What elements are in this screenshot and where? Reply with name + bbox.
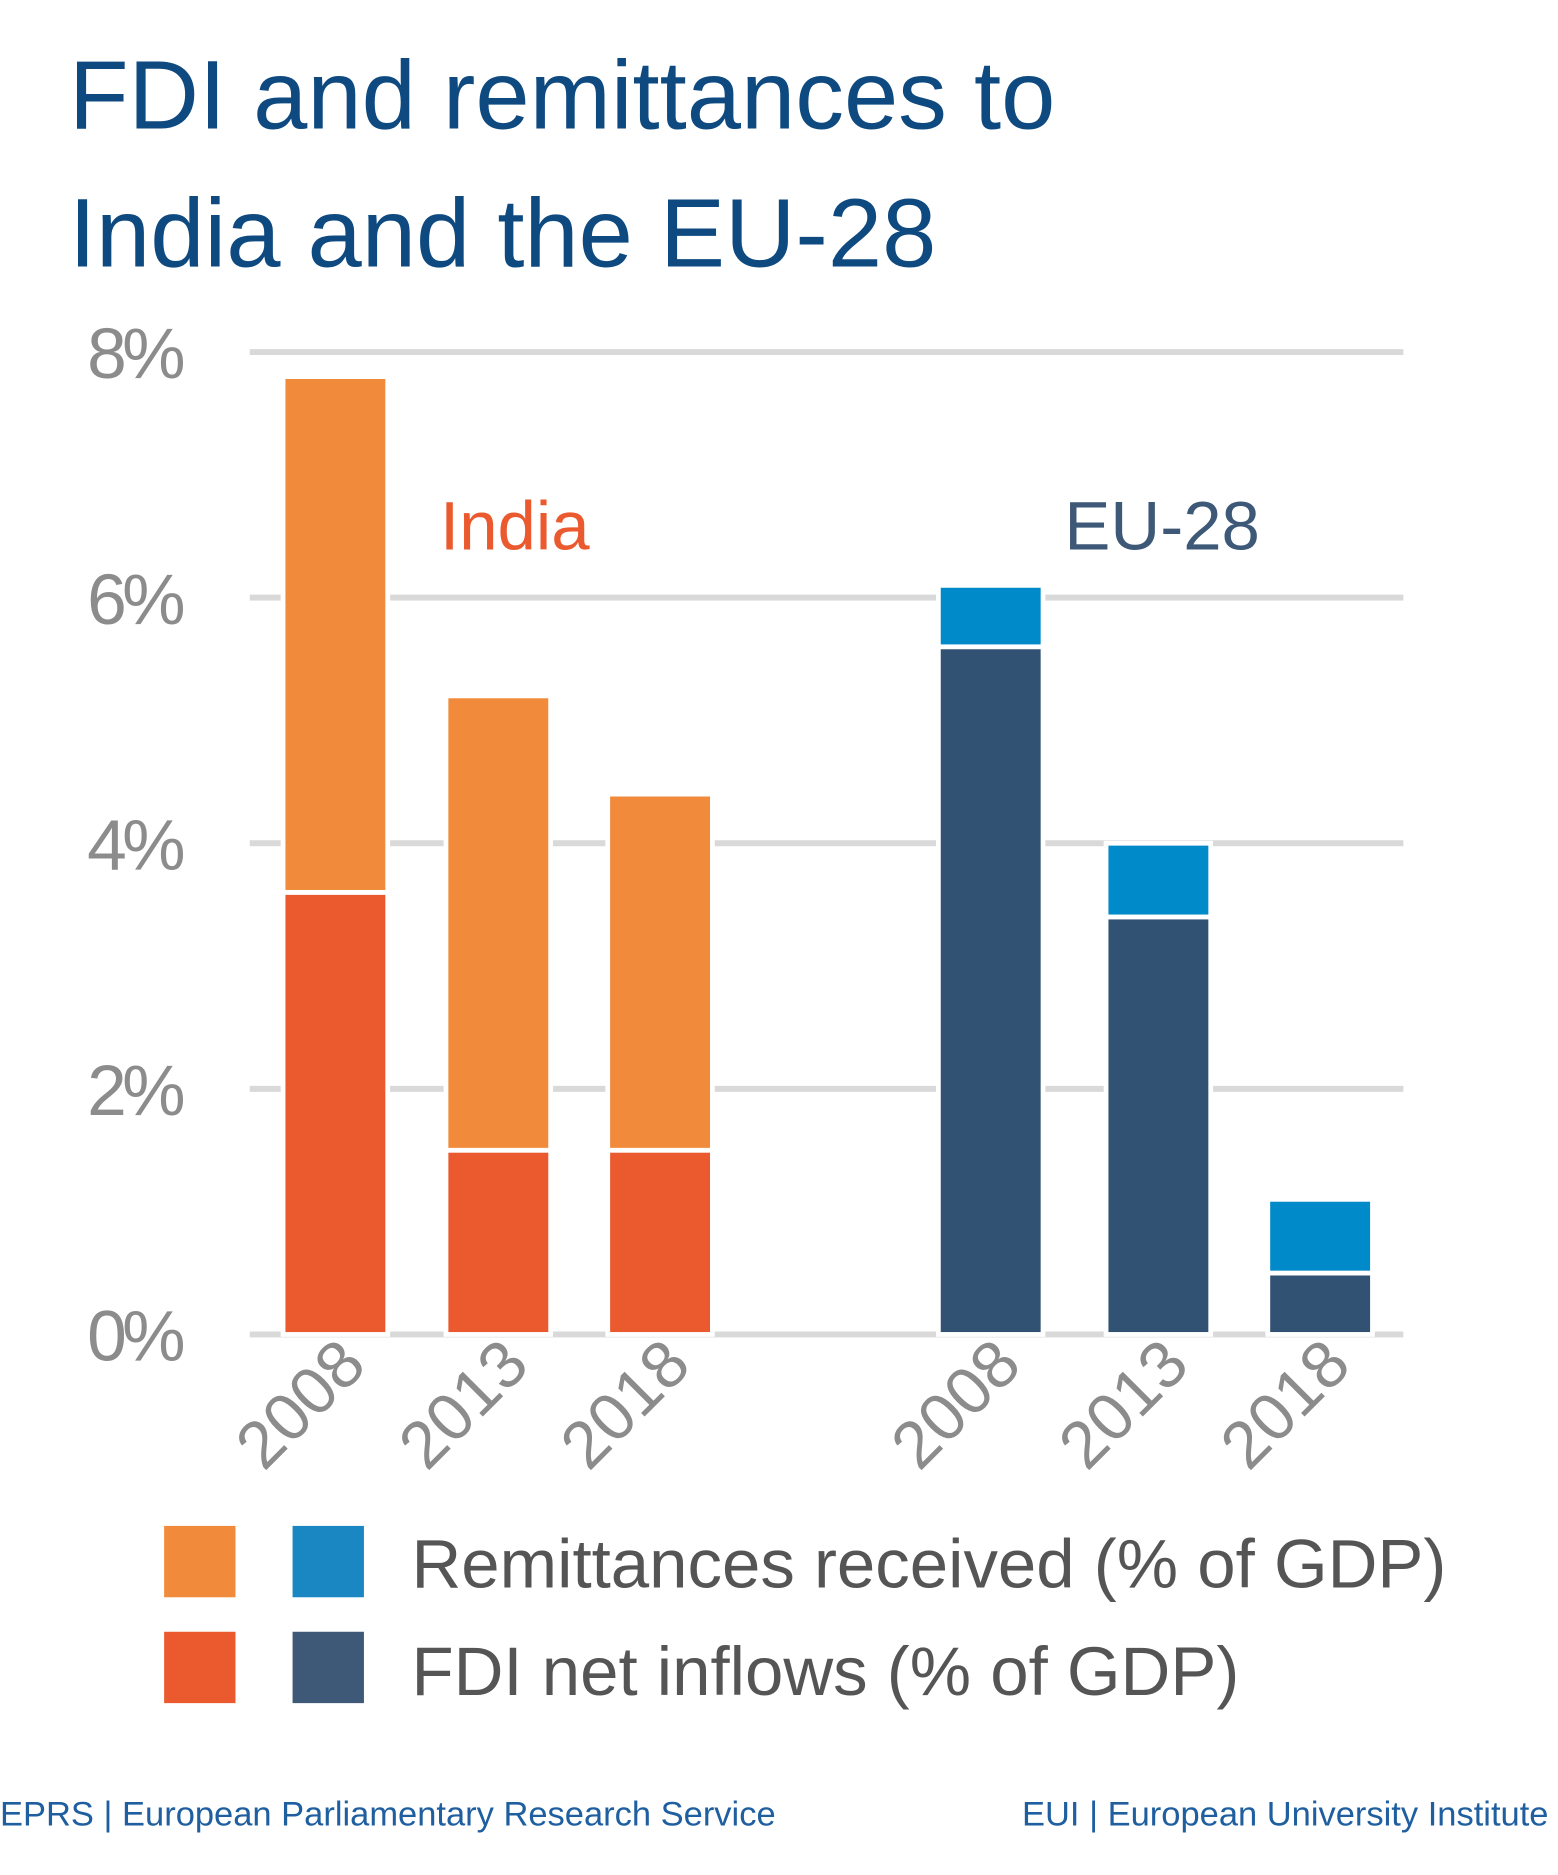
y-tick-label: 8%	[87, 314, 183, 394]
x-tick-label: 2008	[878, 1326, 1035, 1483]
x-tick-label: 2008	[222, 1326, 379, 1483]
x-tick-label: 2013	[1045, 1326, 1202, 1483]
footer-right: EUI | European University Institute	[1022, 1796, 1548, 1834]
x-tick-label: 2018	[1207, 1326, 1364, 1483]
legend-swatch-eu-remittances	[292, 1525, 364, 1598]
legend-swatch-eu-fdi	[292, 1631, 364, 1704]
bar-india-2018-remittances	[605, 791, 715, 1153]
bar-india-2013-fdi	[443, 1147, 554, 1337]
legend-swatch-india-remittances	[164, 1525, 236, 1598]
bar-india-2013-remittances	[443, 693, 554, 1153]
bar-eu-28-2008-fdi	[935, 644, 1046, 1337]
y-tick-label: 6%	[87, 560, 183, 640]
footer-left: EPRS | European Parliamentary Research S…	[0, 1796, 776, 1834]
legend-label-fdi: FDI net inflows (% of GDP)	[412, 1633, 1240, 1710]
bar-eu-28-2008-remittances	[935, 582, 1046, 650]
y-tick-label: 0%	[87, 1297, 183, 1377]
chart-title-line-2: India and the EU-28	[69, 178, 936, 287]
bar-eu-28-2018-remittances	[1265, 1196, 1375, 1276]
group-label-eu28: EU-28	[1064, 487, 1260, 564]
x-tick-label: 2013	[385, 1326, 542, 1483]
x-tick-label: 2018	[547, 1326, 704, 1483]
legend-label-remittances: Remittances received (% of GDP)	[412, 1526, 1447, 1603]
chart-title-line-1: FDI and remittances to	[69, 40, 1055, 149]
bar-eu-28-2013-remittances	[1103, 840, 1214, 920]
bar-eu-28-2018-fdi	[1265, 1270, 1375, 1337]
y-tick-label: 4%	[87, 805, 183, 885]
group-label-india: India	[440, 487, 590, 564]
bar-eu-28-2013-fdi	[1103, 914, 1214, 1337]
y-tick-label: 2%	[87, 1051, 183, 1131]
bar-india-2008-fdi	[280, 889, 391, 1337]
bar-india-2018-fdi	[605, 1147, 715, 1337]
legend-swatch-india-fdi	[164, 1631, 236, 1704]
bar-india-2008-remittances	[280, 374, 391, 895]
